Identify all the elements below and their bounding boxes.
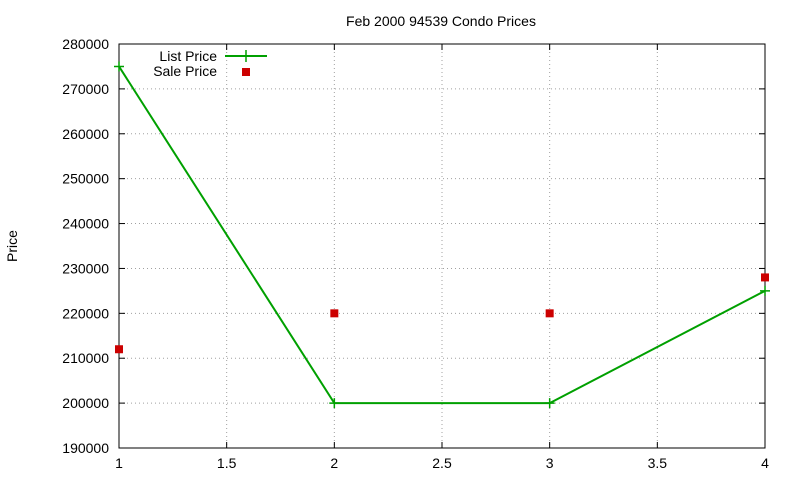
y-tick-label: 190000 xyxy=(62,440,109,456)
x-tick-label: 1 xyxy=(115,455,123,471)
grid xyxy=(119,44,765,448)
y-tick-label: 250000 xyxy=(62,171,109,187)
y-axis-label: Price xyxy=(4,230,20,262)
list-price-point xyxy=(329,398,340,409)
y-tick-label: 280000 xyxy=(62,36,109,52)
list-price-line xyxy=(118,65,766,405)
legend-label-sale-price: Sale Price xyxy=(153,63,217,79)
sale-price-point xyxy=(330,309,339,318)
x-tick-label: 2.5 xyxy=(432,455,452,471)
x-axis-tick-labels: 1 1.5 2 2.5 3 3.5 4 xyxy=(115,455,769,471)
sale-price-point xyxy=(545,309,554,318)
series-layer xyxy=(114,61,770,409)
legend-label-list-price: List Price xyxy=(159,48,217,64)
axis-ticks xyxy=(118,43,766,449)
chart-title: Feb 2000 94539 Condo Prices xyxy=(346,13,536,29)
y-tick-label: 210000 xyxy=(62,350,109,366)
x-tick-label: 2 xyxy=(330,455,338,471)
legend-marker-list-price xyxy=(240,50,252,62)
legend-marker-sale-price xyxy=(242,68,250,76)
legend: List Price Sale Price xyxy=(153,48,267,79)
sale-price-point xyxy=(761,273,769,282)
list-price-point xyxy=(114,61,124,72)
x-tick-label: 1.5 xyxy=(217,455,237,471)
y-tick-label: 270000 xyxy=(62,81,109,97)
x-tick-label: 3.5 xyxy=(648,455,668,471)
sale-price-point xyxy=(115,345,123,354)
x-tick-label: 4 xyxy=(761,455,769,471)
list-price-point xyxy=(760,285,770,296)
y-tick-label: 240000 xyxy=(62,216,109,232)
list-price-point xyxy=(544,398,555,409)
y-axis-tick-labels: 190000 200000 210000 220000 230000 240000 2500… xyxy=(62,36,109,456)
y-tick-label: 230000 xyxy=(62,260,109,276)
y-tick-label: 260000 xyxy=(62,126,109,142)
y-tick-label: 220000 xyxy=(62,305,109,321)
y-tick-label: 200000 xyxy=(62,395,109,411)
x-tick-label: 3 xyxy=(546,455,554,471)
